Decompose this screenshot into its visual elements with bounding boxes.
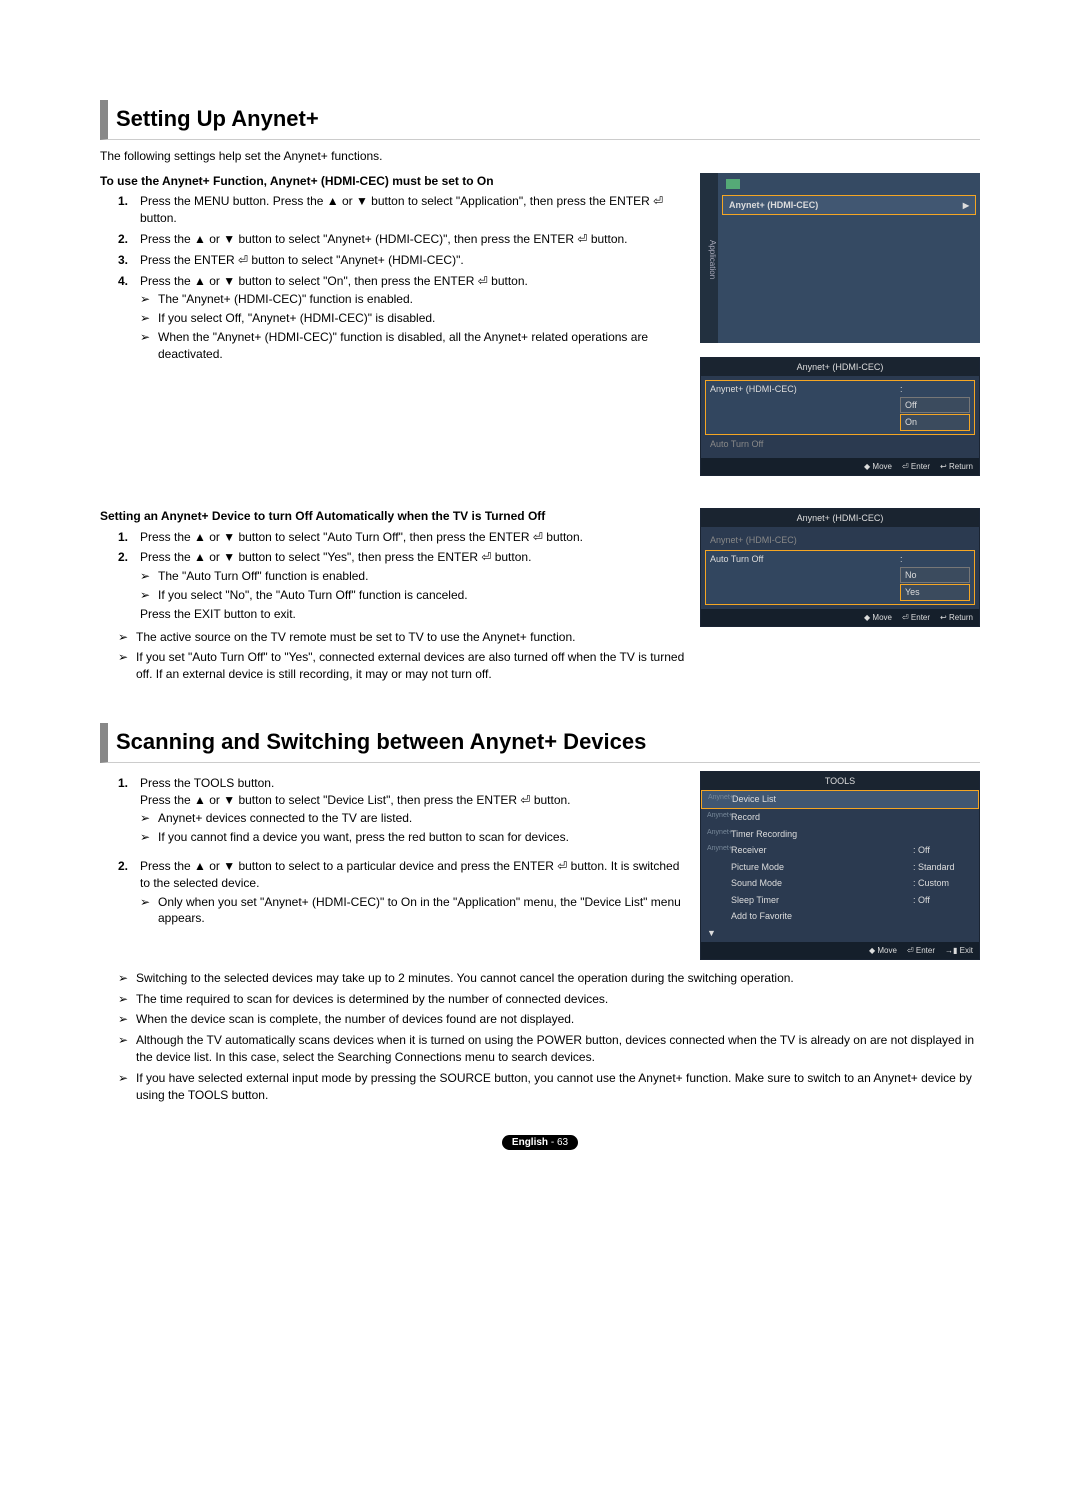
anynet-icon [726,179,740,189]
option-yes[interactable]: Yes [900,584,970,601]
osd-anynet-onoff: Anynet+ (HDMI-CEC) Anynet+ (HDMI-CEC) : … [700,357,980,476]
sub-heading-2: Setting an Anynet+ Device to turn Off Au… [100,508,686,525]
osd-tools-menu: TOOLS Anynet+Device ListAnynet+RecordAny… [700,771,980,960]
option-on[interactable]: On [900,414,970,431]
section-title-setup: Setting Up Anynet+ [100,100,980,140]
tools-row[interactable]: Anynet+Device List [701,790,979,809]
osd-auto-turn-off: Anynet+ (HDMI-CEC) Anynet+ (HDMI-CEC) Au… [700,508,980,627]
scan-notes: ➢Switching to the selected devices may t… [118,970,980,1104]
tools-row[interactable]: Sleep Timer: Off [701,892,979,909]
tools-row[interactable]: Add to Favorite [701,908,979,925]
osd-application-menu: Application Anynet+ (HDMI-CEC) [700,173,980,343]
tools-row[interactable]: Picture Mode: Standard [701,859,979,876]
steps-list-1: 1.Press the MENU button. Press the ▲ or … [118,193,686,364]
tools-row[interactable]: Anynet+Receiver: Off [701,842,979,859]
sub-heading-1: To use the Anynet+ Function, Anynet+ (HD… [100,173,686,190]
tools-row[interactable]: Sound Mode: Custom [701,875,979,892]
option-off[interactable]: Off [900,397,970,414]
setup-intro: The following settings help set the Anyn… [100,148,980,165]
section-title-scan: Scanning and Switching between Anynet+ D… [100,723,980,763]
steps-list-2: 1.Press the ▲ or ▼ button to select "Aut… [118,529,686,623]
page-number: English - 63 [100,1133,980,1150]
setup-notes: ➢The active source on the TV remote must… [118,629,686,683]
tools-row[interactable]: Anynet+Record [701,809,979,826]
option-no[interactable]: No [900,567,970,584]
scan-steps: 1. Press the TOOLS button. Press the ▲ o… [118,775,686,929]
tools-row[interactable]: Anynet+Timer Recording [701,826,979,843]
